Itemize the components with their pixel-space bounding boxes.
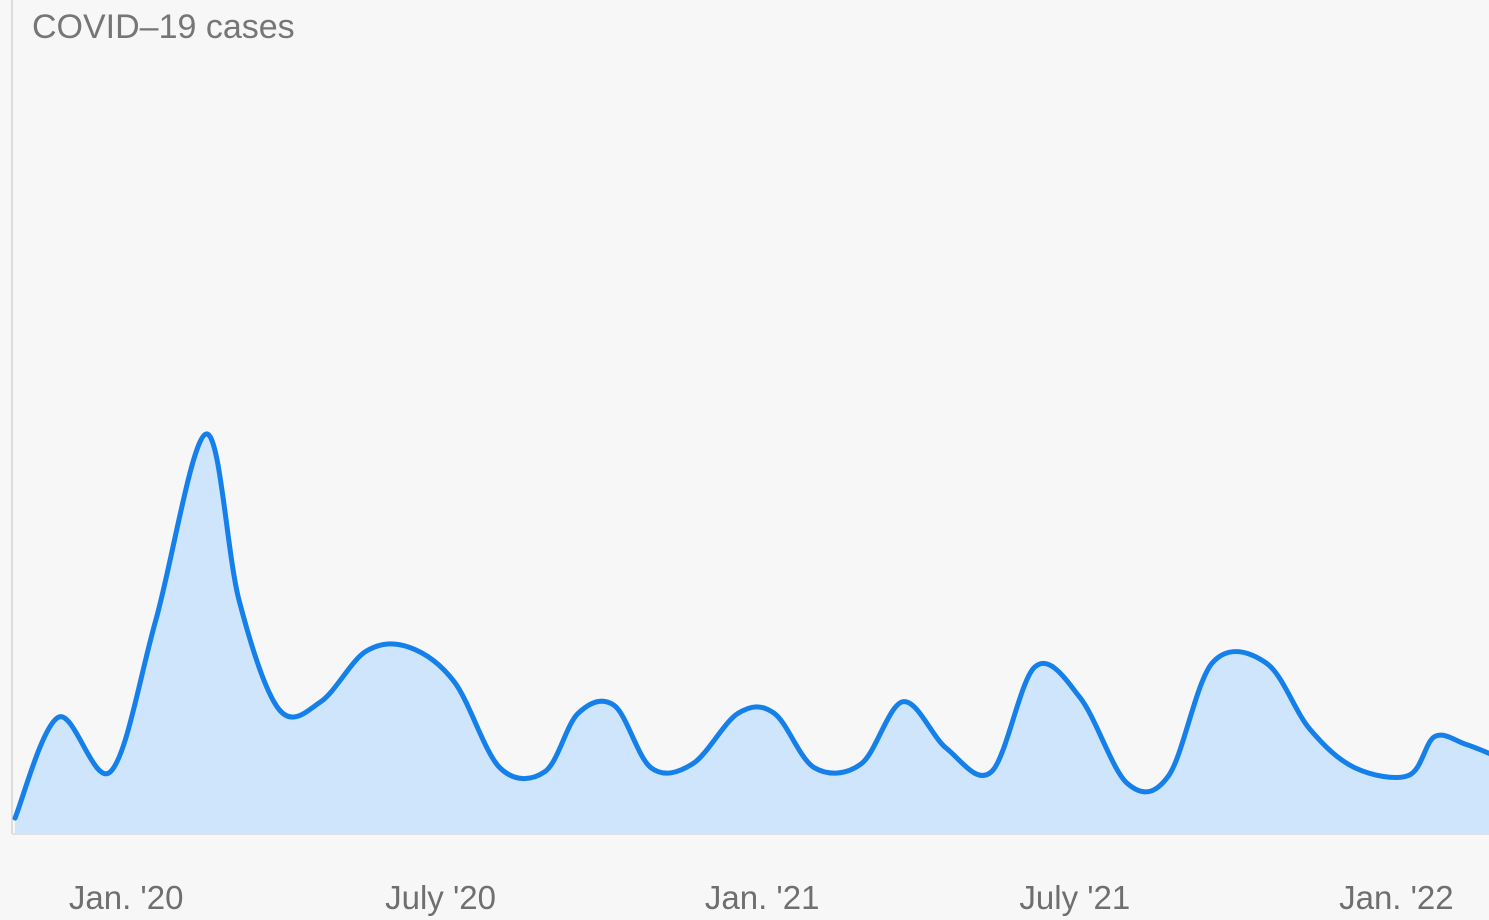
x-tick-label: Jan. '21	[705, 879, 820, 916]
x-tick-label: Jan. '22	[1339, 879, 1454, 916]
x-tick-label: Jan. '20	[69, 879, 184, 916]
series-layer	[12, 431, 1489, 833]
series-area	[15, 433, 1489, 833]
series-line	[12, 431, 1489, 821]
x-tick-labels: Jan. '20 July '20 Jan. '21 July '21 Jan. '22	[69, 879, 1454, 916]
x-tick-label: July '21	[1019, 879, 1130, 916]
x-tick-label: July '20	[385, 879, 496, 916]
chart-title: COVID–19 cases	[32, 8, 295, 46]
